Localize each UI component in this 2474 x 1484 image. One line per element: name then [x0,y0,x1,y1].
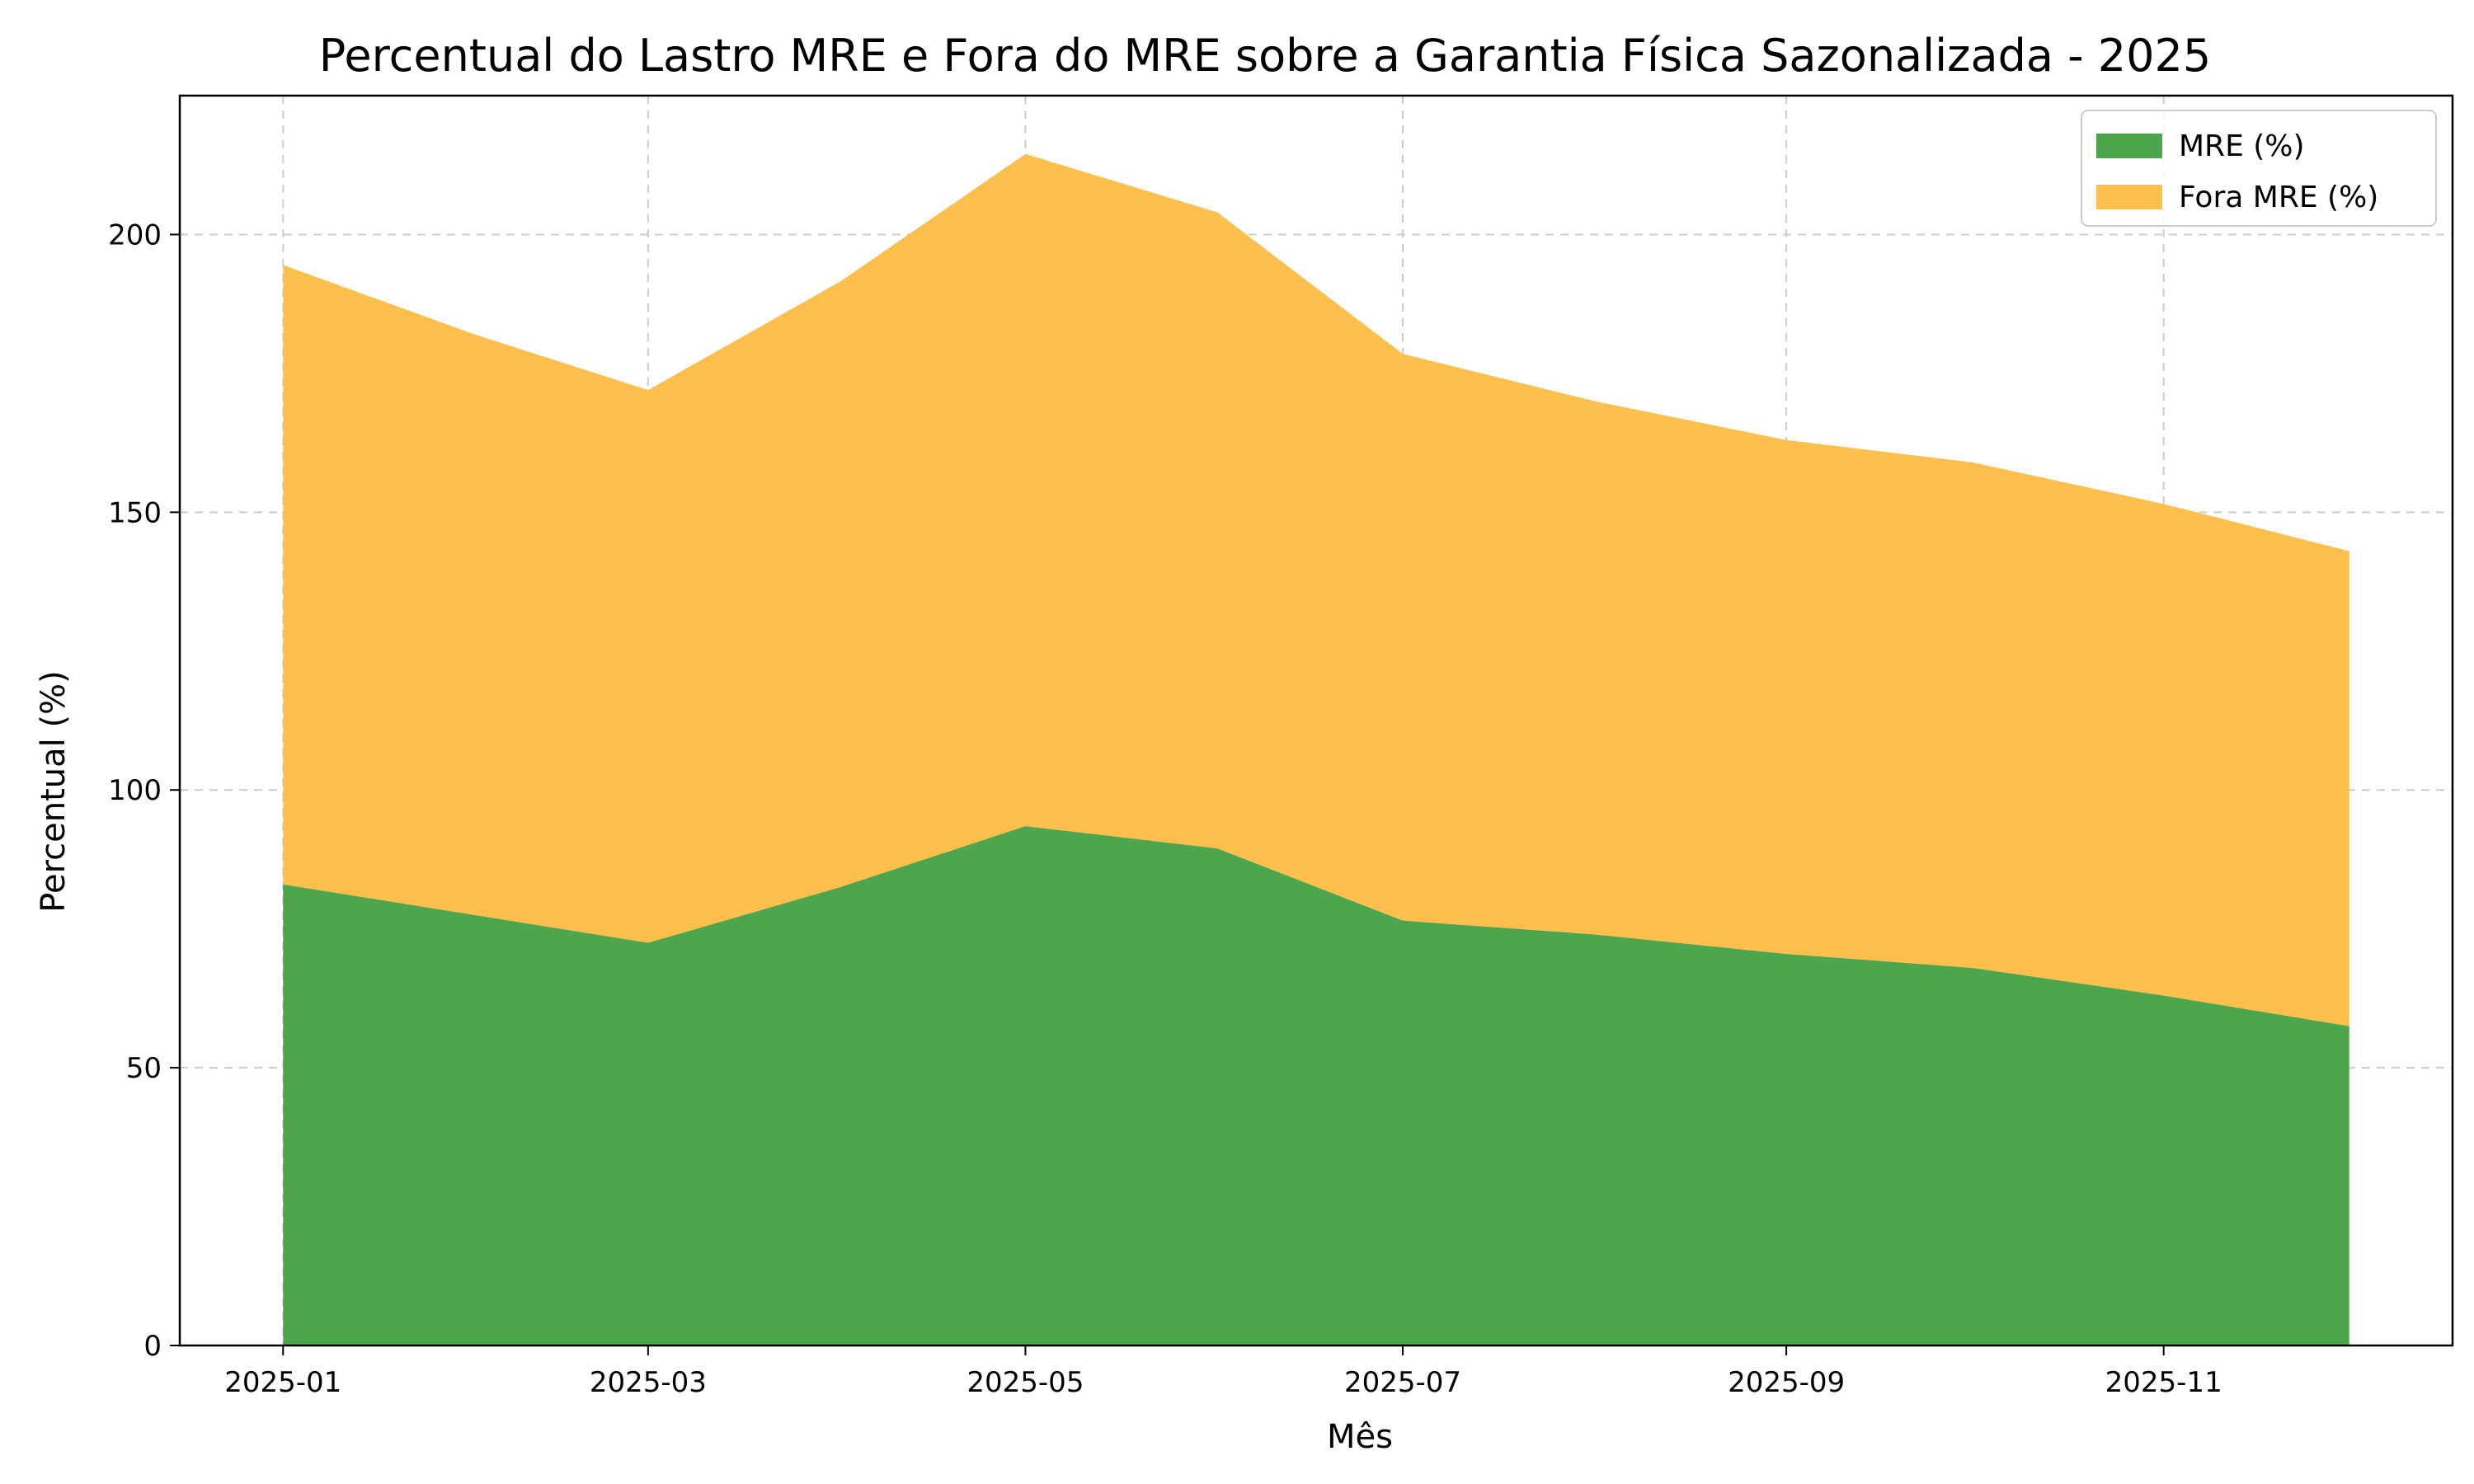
x-tick-label: 2025-05 [967,1366,1084,1399]
data-point [2163,503,2165,505]
data-point [1785,439,1787,441]
data-point [1971,462,1973,463]
plot-frame [178,94,2454,1347]
x-tick-label: 2025-07 [1344,1366,1461,1399]
legend-label: MRE (%) [2179,129,2305,163]
series-area-2 [283,153,2349,1026]
data-point [647,389,649,391]
chart-title: Percentual do Lastro MRE e Fora do MRE s… [319,30,2211,82]
y-tick-label: 100 [108,774,162,807]
y-tick-label: 150 [108,496,162,529]
legend-swatch [2096,185,2162,209]
legend-swatch [2096,134,2162,158]
data-point [1024,153,1026,155]
data-point [1216,211,1218,213]
x-tick-label: 2025-11 [2105,1366,2222,1399]
x-tick-label: 2025-01 [224,1366,341,1399]
data-point [2349,550,2350,552]
legend-box [2081,110,2437,227]
y-axis-label: Percentual (%) [35,670,73,912]
legend-label: Fora MRE (%) [2179,181,2378,214]
x-tick-label: 2025-03 [590,1366,707,1399]
data-point [282,265,284,266]
x-axis-label: Mês [1327,1418,1393,1456]
series-area-1 [283,826,2349,1345]
data-point [839,281,840,283]
data-point [1402,353,1404,355]
data-point [474,334,476,336]
y-tick-label: 50 [126,1052,162,1085]
x-tick-label: 2025-09 [1728,1366,1845,1399]
y-tick-label: 200 [108,218,162,251]
data-point [1594,401,1596,402]
y-tick-label: 0 [143,1330,162,1363]
plot-area: 0 50 100 150 200 2025-01 2025-03 2025-05 2025-07… [108,94,2454,1399]
